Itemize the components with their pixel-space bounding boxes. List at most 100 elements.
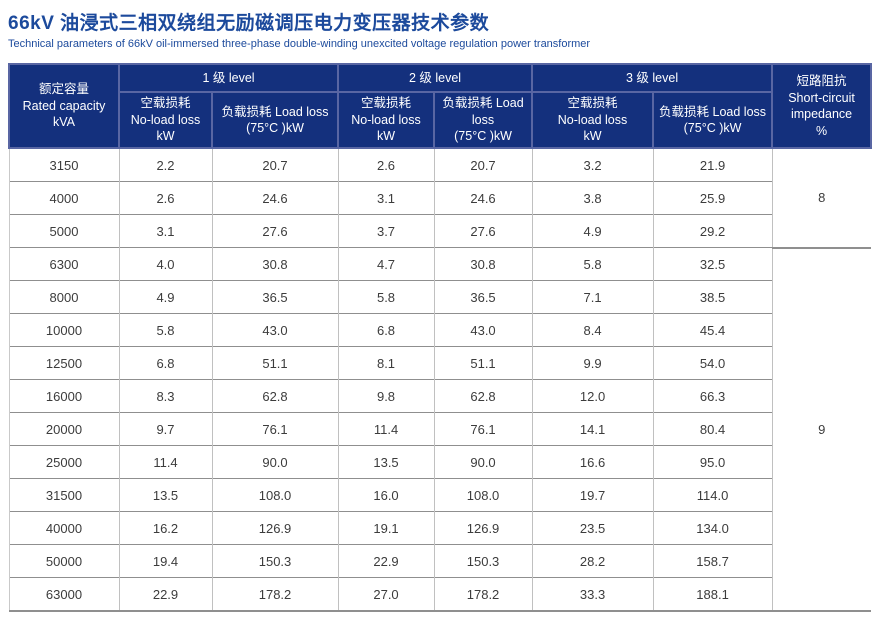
- l3-no-load-loss-cell: 3.8: [531, 181, 654, 215]
- l1-load-loss-cell: 150.3: [211, 544, 339, 578]
- l1-load-loss-cell: 43.0: [211, 313, 339, 347]
- header-group-row: 额定容量 Rated capacity kVA 1 级 level 2 级 le…: [8, 63, 873, 150]
- header-impedance-zh: 短路阻抗: [796, 74, 847, 89]
- header-impedance-unit: %: [815, 123, 828, 138]
- l2-load-loss-cell: 126.9: [433, 511, 533, 545]
- l3-load-loss-cell: 188.1: [652, 577, 773, 613]
- l2-load-loss-cell: 62.8: [433, 379, 533, 413]
- header-load-loss-unit: (75°C )kW: [246, 121, 304, 136]
- l1-no-load-loss-cell: 22.9: [118, 577, 212, 613]
- l2-no-load-loss-cell: 19.1: [337, 511, 435, 545]
- l2-load-loss-cell: 27.6: [433, 214, 533, 248]
- l2-no-load-loss-cell: 16.0: [337, 478, 435, 512]
- table-body: 3150 2.2 20.7 2.6 20.7 3.2 21.9 8 4000 2…: [8, 147, 872, 613]
- l3-no-load-loss-cell: 14.1: [531, 412, 654, 446]
- l2-load-loss-cell: 150.3: [433, 544, 533, 578]
- header-no-load-unit: kW: [376, 129, 396, 144]
- table-row: 31500 13.5 108.0 16.0 108.0 19.7 114.0: [8, 478, 871, 512]
- header-rated-capacity-zh: 额定容量: [38, 82, 89, 97]
- header-load-loss-unit: (75°C )kW: [683, 121, 742, 136]
- l2-no-load-loss-cell: 8.1: [337, 346, 435, 380]
- capacity-cell: 6300: [8, 247, 119, 281]
- header-l3-load-loss: 负载损耗 Load loss (75°C )kW: [652, 91, 774, 150]
- l3-load-loss-cell: 38.5: [652, 280, 773, 314]
- header-group-level3: 3 级 level: [531, 63, 774, 94]
- l2-no-load-loss-cell: 22.9: [337, 544, 435, 578]
- capacity-cell: 3150: [8, 147, 119, 182]
- header-l1-no-load-loss: 空载损耗 No-load loss kW: [118, 91, 213, 150]
- l3-no-load-loss-cell: 9.9: [531, 346, 654, 380]
- header-l1-load-loss: 负载损耗 Load loss (75°C )kW: [210, 91, 340, 150]
- header-impedance-en2: impedance: [790, 107, 853, 122]
- l2-load-loss-cell: 76.1: [433, 412, 533, 446]
- header-no-load-en: No-load loss: [351, 112, 421, 127]
- capacity-cell: 40000: [8, 511, 119, 545]
- table-row: 3150 2.2 20.7 2.6 20.7 3.2 21.9 8: [8, 147, 872, 249]
- l1-no-load-loss-cell: 2.2: [118, 147, 212, 182]
- l2-no-load-loss-cell: 9.8: [337, 379, 435, 413]
- l1-load-loss-cell: 24.6: [211, 181, 339, 215]
- capacity-cell: 4000: [8, 181, 119, 215]
- header-l2-load-loss: 负载损耗 Load loss (75°C )kW: [433, 91, 534, 150]
- header-rated-capacity: 额定容量 Rated capacity kVA: [8, 63, 120, 150]
- l1-load-loss-cell: 178.2: [211, 577, 339, 613]
- l3-no-load-loss-cell: 7.1: [531, 280, 654, 314]
- l3-load-loss-cell: 21.9: [652, 147, 773, 182]
- table-row: 12500 6.8 51.1 8.1 51.1 9.9 54.0: [8, 346, 871, 380]
- l2-no-load-loss-cell: 3.1: [337, 181, 435, 215]
- impedance-cell: 8: [771, 147, 872, 249]
- l1-load-loss-cell: 36.5: [211, 280, 339, 314]
- l3-load-loss-cell: 80.4: [652, 412, 773, 446]
- l1-no-load-loss-cell: 8.3: [118, 379, 212, 413]
- l2-no-load-loss-cell: 5.8: [337, 280, 435, 314]
- l2-no-load-loss-cell: 13.5: [337, 445, 435, 479]
- l2-no-load-loss-cell: 3.7: [337, 214, 435, 248]
- table-row: 20000 9.7 76.1 11.4 76.1 14.1 80.4: [8, 412, 871, 446]
- l1-no-load-loss-cell: 4.0: [118, 247, 212, 281]
- l2-load-loss-cell: 24.6: [433, 181, 533, 215]
- header-group-level1: 1 级 level: [117, 63, 340, 94]
- header-no-load-unit: kW: [583, 129, 602, 144]
- l1-no-load-loss-cell: 5.8: [118, 313, 212, 347]
- l3-load-loss-cell: 45.4: [652, 313, 773, 347]
- l3-load-loss-cell: 66.3: [652, 379, 773, 413]
- header-load-loss-unit: (75°C )kW: [454, 129, 512, 144]
- l3-load-loss-cell: 134.0: [652, 511, 773, 545]
- capacity-cell: 31500: [8, 478, 119, 512]
- l2-no-load-loss-cell: 4.7: [337, 247, 435, 281]
- header-load-loss-text: 负载损耗 Load loss: [221, 104, 329, 119]
- table-row: 63000 22.9 178.2 27.0 178.2 33.3 188.1: [8, 577, 871, 613]
- table-row: 25000 11.4 90.0 13.5 90.0 16.6 95.0: [8, 445, 871, 479]
- header-rated-capacity-unit: kVA: [53, 115, 75, 130]
- l3-no-load-loss-cell: 16.6: [531, 445, 654, 479]
- capacity-cell: 8000: [8, 280, 119, 314]
- l1-no-load-loss-cell: 4.9: [118, 280, 212, 314]
- header-group-level2: 2 级 level: [337, 63, 534, 94]
- l2-no-load-loss-cell: 27.0: [337, 577, 435, 613]
- table-row: 40000 16.2 126.9 19.1 126.9 23.5 134.0: [8, 511, 871, 545]
- capacity-cell: 10000: [8, 313, 119, 347]
- l1-load-loss-cell: 108.0: [211, 478, 339, 512]
- table-row: 4000 2.6 24.6 3.1 24.6 3.8 25.9: [8, 181, 871, 215]
- l1-no-load-loss-cell: 2.6: [118, 181, 212, 215]
- l3-no-load-loss-cell: 5.8: [531, 247, 654, 281]
- header-sub-row: 空载损耗 No-load loss kW 负载损耗 Load loss (75°…: [9, 91, 871, 150]
- impedance-cell: 9: [771, 247, 872, 613]
- l3-no-load-loss-cell: 4.9: [531, 214, 654, 248]
- l1-load-loss-cell: 76.1: [211, 412, 339, 446]
- l3-no-load-loss-cell: 28.2: [531, 544, 654, 578]
- l1-no-load-loss-cell: 3.1: [118, 214, 212, 248]
- l1-load-loss-cell: 51.1: [211, 346, 339, 380]
- header-impedance-en1: Short-circuit: [788, 90, 855, 105]
- l2-load-loss-cell: 90.0: [433, 445, 533, 479]
- header-l3-no-load-loss: 空载损耗 No-load loss kW: [531, 91, 655, 150]
- l2-load-loss-cell: 43.0: [433, 313, 533, 347]
- l2-load-loss-cell: 36.5: [433, 280, 533, 314]
- l3-no-load-loss-cell: 23.5: [531, 511, 654, 545]
- header-no-load-en: No-load loss: [130, 112, 201, 127]
- header-no-load-zh: 空载损耗: [140, 96, 191, 111]
- table-header: 额定容量 Rated capacity kVA 1 级 level 2 级 le…: [8, 63, 873, 150]
- l3-no-load-loss-cell: 12.0: [531, 379, 654, 413]
- l3-no-load-loss-cell: 8.4: [531, 313, 654, 347]
